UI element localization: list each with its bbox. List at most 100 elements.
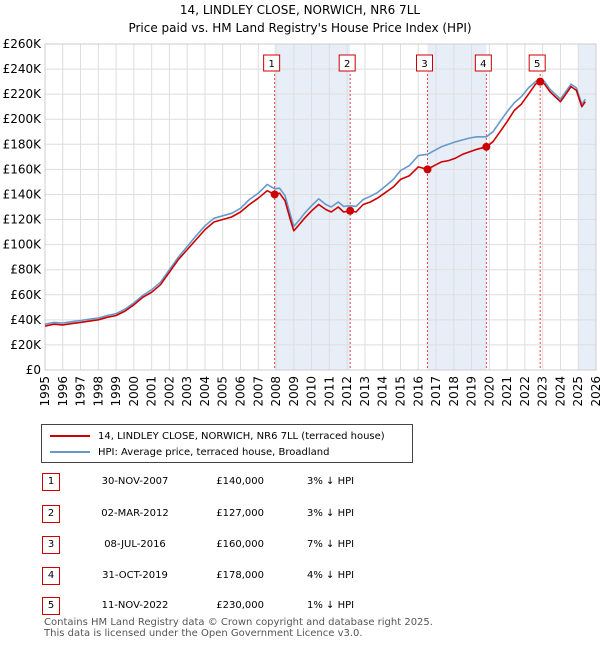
x-tick-label: 2018	[447, 376, 461, 407]
y-tick-label: £60K	[10, 288, 42, 302]
sale-label-box	[263, 54, 281, 72]
x-tick-label: 1998	[91, 376, 105, 407]
sale-price: £127,000	[216, 508, 264, 519]
sale-number-badge: 3	[42, 536, 60, 554]
sale-label-number: 5	[534, 59, 540, 70]
sale-hpi-diff: 3% ↓ HPI	[307, 476, 355, 487]
sale-label-box	[416, 54, 434, 72]
sale-label-number: 4	[480, 59, 486, 70]
x-tick-label: 1996	[56, 376, 70, 407]
x-tick-label: 2010	[305, 376, 319, 407]
table-row: 3 08-JUL-2016 £160,000 7% ↓ HPI	[42, 536, 422, 554]
y-tick-label: £180K	[3, 137, 43, 151]
table-row: 4 31-OCT-2019 £178,000 4% ↓ HPI	[42, 567, 422, 585]
sale-date: 31-OCT-2019	[102, 570, 168, 581]
sale-number-badge: 1	[42, 473, 60, 491]
x-tick-label: 2012	[340, 376, 354, 407]
legend-label-property: 14, LINDLEY CLOSE, NORWICH, NR6 7LL (ter…	[98, 430, 385, 442]
x-tick-label: 2016	[411, 376, 425, 407]
y-tick-label: £260K	[3, 37, 43, 51]
chart-subtitle: Price paid vs. HM Land Registry's House …	[128, 21, 472, 35]
x-tick-label: 2007	[251, 376, 265, 407]
plot-frame	[44, 43, 597, 371]
y-tick-label: £220K	[3, 87, 43, 101]
x-tick-label: 1999	[109, 376, 123, 407]
x-tick-label: 2004	[198, 376, 212, 407]
x-tick-label: 2009	[287, 376, 301, 407]
sale-label-box	[528, 54, 546, 72]
sale-date: 08-JUL-2016	[104, 539, 166, 550]
sale-price: £178,000	[216, 570, 264, 581]
x-tick-label: 2002	[162, 376, 176, 407]
footer-copyright: Contains HM Land Registry data © Crown c…	[44, 617, 433, 628]
legend-swatch-property	[50, 435, 90, 437]
sale-label-number: 2	[344, 59, 350, 70]
x-tick-label: 2020	[482, 376, 496, 407]
legend-swatch-hpi	[50, 451, 90, 453]
footer-license: This data is licensed under the Open Gov…	[44, 628, 363, 639]
sale-label-box	[474, 54, 492, 72]
sale-number-badge: 4	[42, 567, 60, 585]
sale-number-badge: 2	[42, 505, 60, 523]
y-tick-label: £240K	[3, 62, 43, 76]
x-tick-label: 2025	[571, 376, 585, 407]
x-tick-label: 2000	[127, 376, 141, 407]
x-tick-label: 1995	[38, 376, 52, 407]
y-tick-label: £140K	[3, 187, 43, 201]
x-tick-label: 2021	[500, 376, 514, 407]
x-tick-label: 2023	[536, 376, 550, 407]
x-tick-label: 2003	[180, 376, 194, 407]
x-tick-label: 2017	[429, 376, 443, 407]
x-tick-label: 2019	[465, 376, 479, 407]
sale-hpi-diff: 7% ↓ HPI	[307, 539, 355, 550]
sale-date: 02-MAR-2012	[101, 508, 169, 519]
legend-item-hpi: HPI: Average price, terraced house, Broa…	[50, 445, 329, 459]
hpi-line	[44, 78, 586, 325]
sale-number-badge: 5	[42, 597, 60, 615]
sale-label-number: 1	[268, 59, 274, 70]
sale-price: £160,000	[216, 539, 264, 550]
sale-point	[536, 77, 545, 86]
legend: 14, LINDLEY CLOSE, NORWICH, NR6 7LL (ter…	[41, 424, 413, 463]
shaded-period	[427, 44, 487, 370]
chart-title: 14, LINDLEY CLOSE, NORWICH, NR6 7LL	[179, 3, 421, 17]
sale-hpi-diff: 1% ↓ HPI	[307, 600, 355, 611]
x-tick-label: 2022	[518, 376, 532, 407]
sale-label-box	[338, 54, 356, 72]
legend-label-hpi: HPI: Average price, terraced house, Broa…	[98, 446, 330, 458]
x-tick-label: 1997	[74, 376, 88, 407]
y-tick-label: £100K	[3, 238, 43, 252]
x-tick-label: 2006	[234, 376, 248, 407]
x-tick-label: 2015	[393, 376, 407, 407]
x-tick-label: 2013	[358, 376, 372, 407]
sale-point	[346, 206, 355, 215]
x-tick-label: 2005	[216, 376, 230, 407]
x-tick-label: 2014	[376, 376, 390, 407]
sale-label-number: 3	[421, 59, 427, 70]
sale-point	[270, 190, 279, 199]
y-tick-label: £40K	[10, 313, 42, 327]
x-tick-label: 2024	[553, 376, 567, 407]
sale-price: £140,000	[216, 476, 264, 487]
table-row: 5 11-NOV-2022 £230,000 1% ↓ HPI	[42, 597, 422, 615]
sale-point	[482, 142, 491, 151]
sale-price: £230,000	[216, 600, 264, 611]
sale-hpi-diff: 3% ↓ HPI	[307, 508, 355, 519]
y-tick-label: £80K	[10, 263, 42, 277]
property-price-line	[44, 80, 586, 327]
y-tick-label: £20K	[10, 338, 42, 352]
sale-point	[423, 165, 432, 174]
footer-notice: Contains HM Land Registry data © Crown c…	[44, 617, 433, 639]
x-tick-label: 2011	[322, 376, 336, 407]
sale-hpi-diff: 4% ↓ HPI	[307, 570, 355, 581]
legend-item-property: 14, LINDLEY CLOSE, NORWICH, NR6 7LL (ter…	[50, 429, 385, 443]
price-chart: £0 £20K £40K £60K £80K £100K £120K £140K £160K £1…	[3, 37, 600, 407]
y-tick-label: £120K	[3, 213, 43, 227]
y-tick-label: £0	[26, 363, 41, 377]
y-tick-label: £160K	[3, 162, 43, 176]
sale-date: 11-NOV-2022	[101, 600, 169, 611]
shaded-period	[578, 44, 596, 370]
y-tick-label: £200K	[3, 112, 43, 126]
sale-date: 30-NOV-2007	[101, 476, 169, 487]
table-row: 1 30-NOV-2007 £140,000 3% ↓ HPI	[42, 473, 422, 491]
